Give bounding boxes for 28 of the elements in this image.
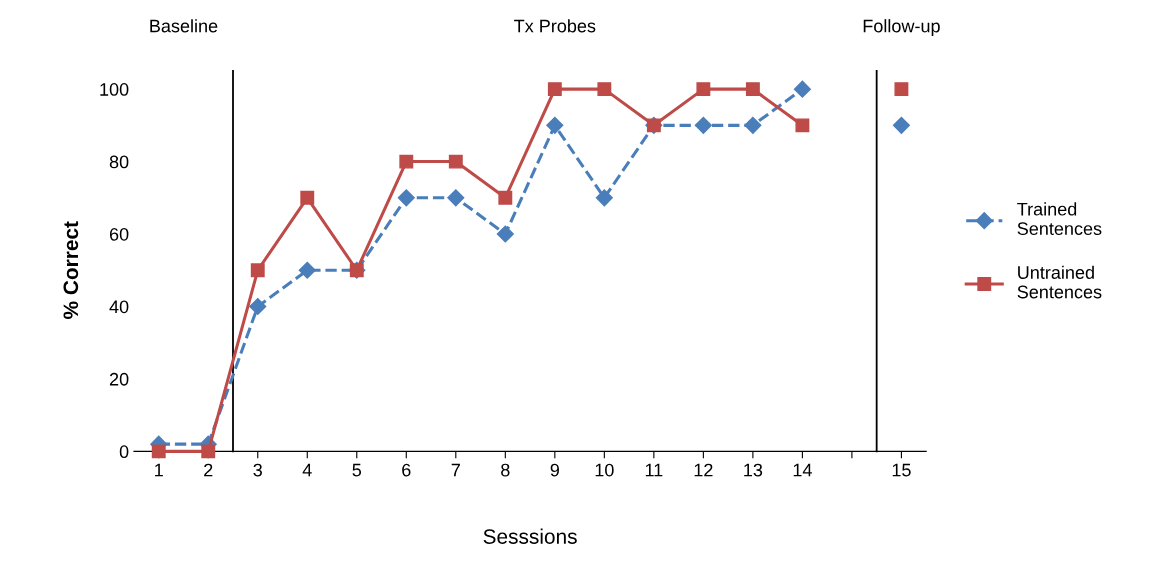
y-axis-title: % Correct <box>63 221 79 319</box>
x-tick-label: 11 <box>645 463 663 477</box>
x-tick-label: 13 <box>744 463 763 477</box>
y-tick-label: 100 <box>100 83 129 96</box>
x-tick-label: 12 <box>694 463 713 477</box>
x-tick-label: 4 <box>302 463 312 477</box>
x-tick-label: 7 <box>451 463 460 477</box>
x-tick-label: 9 <box>550 463 559 477</box>
text: Tx Probes <box>514 19 596 33</box>
legend-label: Untrained Sentences <box>1017 265 1102 299</box>
text: Follow-up <box>863 19 940 36</box>
x-tick-label: 6 <box>402 463 411 477</box>
x-tick-label: 14 <box>793 463 812 477</box>
legend-label: Trained Sentences <box>1017 202 1102 236</box>
y-tick-label: 20 <box>109 372 129 386</box>
x-tick-label: 2 <box>204 463 213 477</box>
x-axis-title: Sesssions <box>483 528 577 544</box>
y-tick-label: 80 <box>109 155 129 169</box>
text: Baseline <box>150 19 218 33</box>
y-tick-label: 60 <box>109 227 129 241</box>
x-tick-label: 3 <box>253 463 262 477</box>
x-tick-label: 5 <box>352 463 362 477</box>
y-tick-label: 0 <box>119 445 129 459</box>
y-tick-label: 40 <box>109 300 129 314</box>
x-tick-label: 10 <box>595 463 614 477</box>
x-tick-label: 15 <box>892 463 911 477</box>
x-tick-label: 1 <box>155 463 163 477</box>
x-tick-label: 8 <box>501 463 510 477</box>
